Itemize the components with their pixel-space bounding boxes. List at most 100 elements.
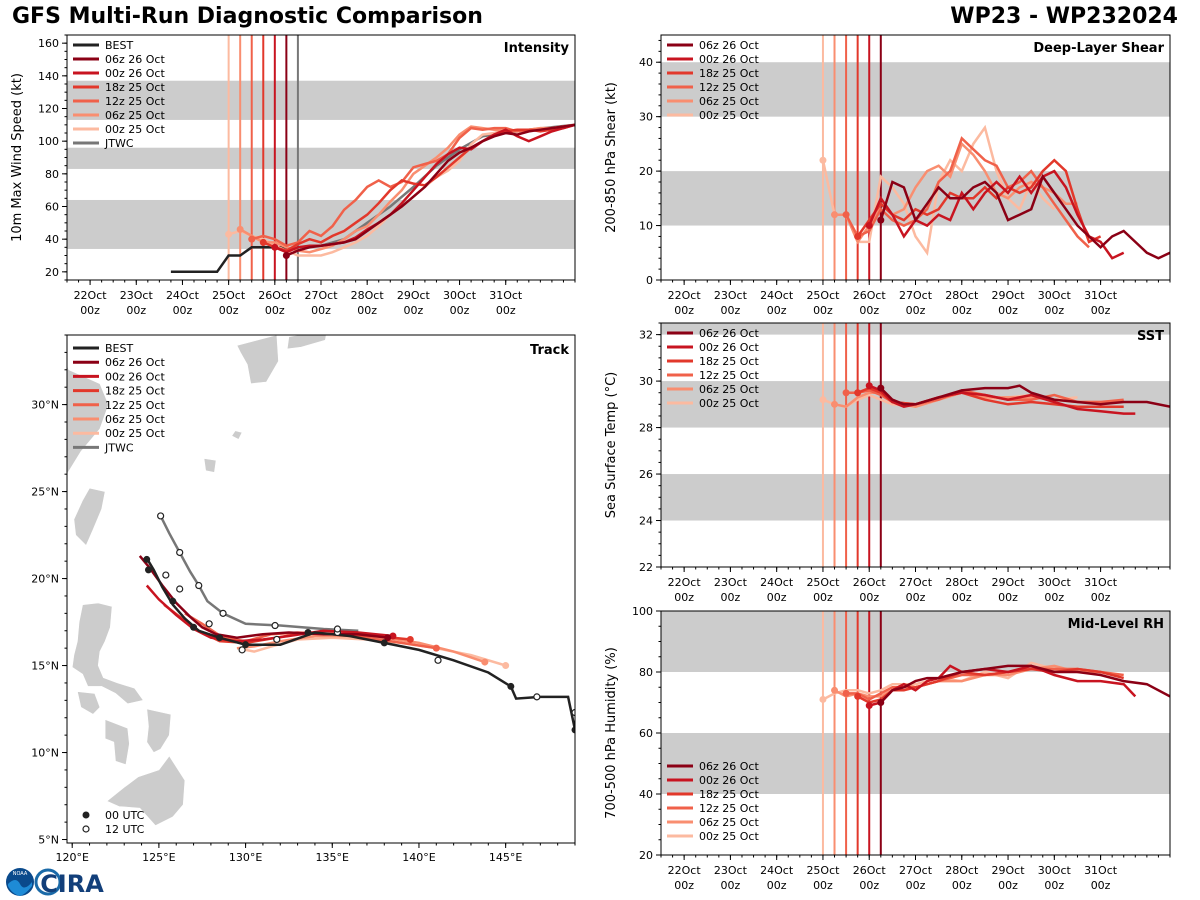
- x-tick-date: 23Oct: [120, 289, 154, 302]
- series-start-point: [854, 232, 862, 240]
- rh-band: [661, 611, 1170, 672]
- x-tick-date: 28Oct: [945, 864, 979, 877]
- series-start-point: [259, 238, 267, 246]
- samar-leyte-land: [146, 708, 172, 753]
- lat-tick-label: 20°N: [31, 573, 59, 586]
- x-tick-date: 28Oct: [945, 576, 979, 589]
- x-tick-hour: 00z: [1091, 879, 1111, 892]
- legend-label: 18z 25 Oct: [105, 385, 165, 398]
- series-start-point: [842, 689, 850, 697]
- x-tick-date: 26Oct: [853, 289, 887, 302]
- legend-label: JTWC: [104, 441, 134, 454]
- track-panel: 120°E 125°E 130°E 135°E 140°E 145°E 5°N 10°N 15°…: [31, 334, 576, 864]
- x-tick-date: 28Oct: [351, 289, 385, 302]
- series-start-point: [865, 222, 873, 230]
- x-tick-date: 30Oct: [1038, 289, 1072, 302]
- y-tick-label: 160: [38, 37, 59, 50]
- legend-label: 12z 25 Oct: [105, 399, 165, 412]
- best-00utc-marker: [242, 641, 250, 649]
- x-tick-hour: 00z: [952, 591, 972, 604]
- x-tick-date: 31Oct: [1084, 864, 1118, 877]
- intensity-band: [67, 80, 575, 120]
- x-tick-date: 24Oct: [760, 864, 794, 877]
- lon-tick-label: 130°E: [229, 851, 262, 864]
- legend-label: 00z 25 Oct: [105, 123, 165, 136]
- x-tick-date: 25Oct: [806, 576, 840, 589]
- track-map-area: [67, 335, 575, 826]
- legend-label: BEST: [105, 39, 133, 52]
- series-start-point: [819, 695, 827, 703]
- x-tick-hour: 00z: [126, 304, 146, 317]
- series-start-point: [271, 243, 279, 251]
- x-tick-date: 22Oct: [668, 864, 702, 877]
- lat-tick-label: 10°N: [31, 747, 59, 760]
- x-tick-date: 30Oct: [443, 289, 477, 302]
- lon-tick-label: 135°E: [316, 851, 349, 864]
- noaa-logo-text: NOAA: [13, 871, 28, 877]
- legend-label: 06z 25 Oct: [699, 95, 759, 108]
- legend-label: 18z 25 Oct: [699, 355, 759, 368]
- x-tick-date: 31Oct: [1084, 576, 1118, 589]
- x-tick-date: 24Oct: [760, 576, 794, 589]
- intensity-band: [67, 199, 575, 249]
- y-tick-label: 0: [646, 274, 653, 287]
- legend-label: 00z 25 Oct: [699, 109, 759, 122]
- jtwc-track-line: [159, 515, 359, 633]
- best-00utc-marker: [144, 566, 152, 574]
- series-start-point: [831, 686, 839, 694]
- legend-label: 06z 25 Oct: [105, 413, 165, 426]
- legend-label: 06z 26 Oct: [699, 327, 759, 340]
- x-tick-hour: 00z: [767, 304, 787, 317]
- legend-label: 00z 26 Oct: [105, 370, 165, 383]
- legend-label: 06z 25 Oct: [699, 816, 759, 829]
- legend-label: 00 UTC: [105, 809, 145, 822]
- x-tick-hour: 00z: [859, 304, 879, 317]
- rh-y-axis-label: 700-500 hPa Humidity (%): [604, 647, 619, 819]
- y-tick-label: 40: [45, 233, 59, 246]
- x-tick-date: 31Oct: [489, 289, 523, 302]
- x-tick-date: 26Oct: [258, 289, 292, 302]
- x-tick-hour: 00z: [859, 879, 879, 892]
- y-tick-label: 20: [45, 266, 59, 279]
- series-start-point: [831, 400, 839, 408]
- x-tick-date: 27Oct: [304, 289, 338, 302]
- jtwc-12utc-marker: [176, 548, 184, 557]
- x-tick-hour: 00z: [1044, 304, 1064, 317]
- intensity-panel-title: Intensity: [504, 41, 570, 56]
- legend-label: BEST: [105, 342, 133, 355]
- y-tick-label: 28: [639, 422, 653, 435]
- y-tick-label: 120: [38, 103, 59, 116]
- x-tick-hour: 00z: [80, 304, 100, 317]
- series-line: [879, 664, 1170, 704]
- x-tick-hour: 00z: [767, 591, 787, 604]
- best-12utc-marker: [434, 656, 442, 664]
- x-tick-date: 23Oct: [714, 576, 748, 589]
- x-tick-date: 29Oct: [992, 289, 1026, 302]
- legend-label: 06z 26 Oct: [105, 356, 165, 369]
- y-tick-label: 100: [38, 135, 59, 148]
- legend-label: 18z 25 Oct: [699, 788, 759, 801]
- y-tick-label: 22: [639, 561, 653, 574]
- best-00utc-marker: [143, 555, 151, 563]
- x-tick-date: 26Oct: [853, 576, 887, 589]
- track-panel-title: Track: [530, 343, 569, 358]
- lon-tick-label: 140°E: [402, 851, 435, 864]
- x-tick-date: 26Oct: [853, 864, 887, 877]
- luzon-land: [71, 602, 144, 705]
- rh-panel-title: Mid-Level RH: [1068, 617, 1164, 632]
- x-tick-hour: 00z: [219, 304, 239, 317]
- x-tick-date: 23Oct: [714, 289, 748, 302]
- x-tick-hour: 00z: [998, 591, 1018, 604]
- shikoku-land: [286, 335, 327, 350]
- legend-label: 06z 26 Oct: [105, 53, 165, 66]
- x-tick-date: 29Oct: [397, 289, 431, 302]
- x-tick-date: 29Oct: [992, 864, 1026, 877]
- x-tick-hour: 00z: [721, 304, 741, 317]
- x-tick-hour: 00z: [450, 304, 470, 317]
- x-tick-date: 27Oct: [899, 864, 933, 877]
- okinawa-land: [203, 458, 217, 473]
- jtwc-12utc-marker: [333, 625, 342, 633]
